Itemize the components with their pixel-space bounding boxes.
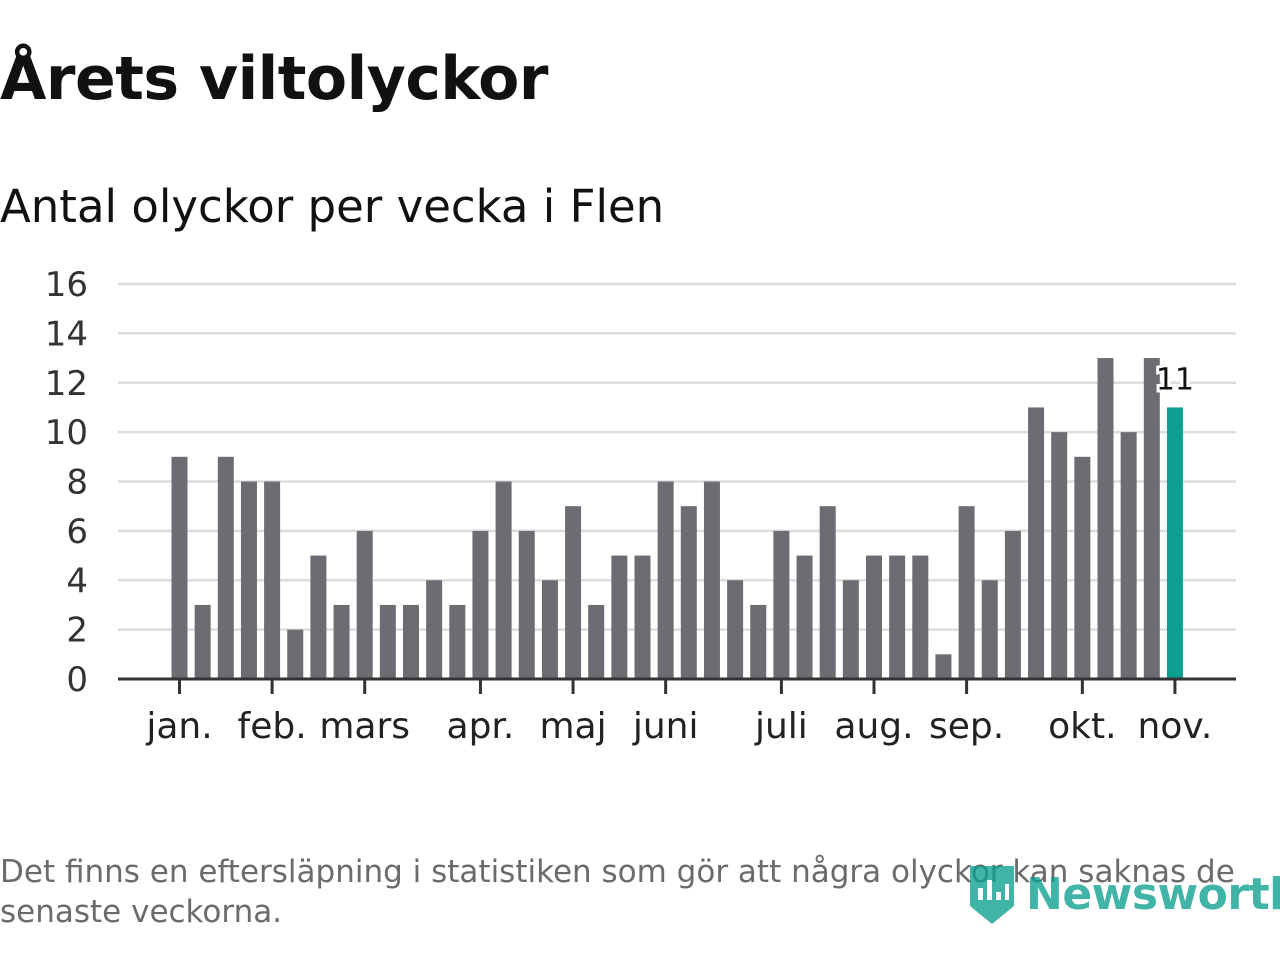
x-tick-label: feb.: [238, 706, 307, 747]
bar: [1074, 456, 1091, 679]
bar: [680, 506, 697, 679]
x-tick-label: jan.: [145, 706, 212, 747]
x-tick-label: okt.: [1048, 706, 1116, 747]
bar: [310, 555, 327, 679]
y-tick-label: 12: [45, 364, 88, 404]
logo-text: Newsworthy: [1026, 868, 1280, 920]
bar: [935, 654, 952, 679]
chart-title: Årets viltolyckor: [0, 44, 549, 114]
bar: [1143, 358, 1160, 679]
x-tick-label: juli: [754, 706, 808, 747]
bar: [264, 481, 281, 679]
bar: [981, 580, 998, 679]
y-axis-ticks: 0 2 4 6 8 10 12 14 16: [45, 265, 88, 700]
bar: [217, 456, 234, 679]
bar: [194, 604, 211, 679]
bar: [565, 506, 582, 679]
bar: [449, 604, 466, 679]
newsworthy-logo: Newsworthy: [966, 862, 1280, 926]
bar: [240, 481, 257, 679]
x-tick-label: nov.: [1138, 706, 1213, 747]
bar: [426, 580, 443, 679]
grid-lines: [118, 282, 1236, 631]
bar: [703, 481, 720, 679]
bar: [611, 555, 628, 679]
bar: [912, 555, 929, 679]
bar-chart: 0 2 4 6 8 10 12 14 16 jan. feb. mars apr. maj juni jul…: [45, 265, 1236, 747]
x-tick-label: mars: [319, 706, 410, 747]
bar: [1097, 358, 1114, 679]
bar: [796, 555, 813, 679]
bar: [657, 481, 674, 679]
y-tick-label: 16: [45, 265, 88, 305]
bar: [842, 580, 859, 679]
bar: [588, 604, 605, 679]
bar: [333, 604, 350, 679]
x-tick-label: juni: [632, 706, 699, 747]
bars: [171, 358, 1183, 679]
y-tick-label: 0: [66, 660, 88, 700]
bar: [819, 506, 836, 679]
bar: [889, 555, 906, 679]
bar: [1120, 432, 1137, 679]
bar: [1028, 407, 1045, 679]
bar-chart-pin-icon: [970, 866, 1014, 924]
x-tick-label: sep.: [929, 706, 1004, 747]
bar: [958, 506, 975, 679]
last-value-label: 11: [1156, 362, 1194, 397]
x-axis: [118, 677, 1236, 694]
bar: [472, 530, 489, 679]
bar: [379, 604, 396, 679]
x-axis-month-labels: jan. feb. mars apr. maj juni juli aug. sep. okt. n…: [145, 706, 1212, 747]
bar: [634, 555, 651, 679]
footnote: Det finns en eftersläpning i statistiken…: [0, 854, 1235, 930]
bar: [495, 481, 512, 679]
chart-subtitle: Antal olyckor per vecka i Flen: [0, 180, 665, 233]
bar: [727, 580, 744, 679]
bar: [541, 580, 558, 679]
y-tick-label: 6: [66, 512, 88, 552]
bar: [1166, 407, 1183, 679]
y-tick-label: 10: [45, 413, 88, 453]
x-tick-label: aug.: [834, 706, 913, 747]
bar: [356, 530, 373, 679]
bar: [403, 604, 419, 679]
bar: [1004, 530, 1021, 679]
bar: [1051, 432, 1068, 679]
bar: [171, 456, 188, 679]
y-tick-label: 4: [66, 561, 88, 601]
bar: [866, 555, 882, 679]
bar: [287, 629, 304, 679]
x-tick-label: maj: [539, 706, 606, 747]
x-tick-label: apr.: [447, 706, 515, 747]
bar: [773, 530, 790, 679]
bar: [750, 604, 767, 679]
y-tick-label: 14: [45, 314, 88, 354]
y-tick-label: 2: [66, 611, 88, 651]
y-tick-label: 8: [66, 463, 88, 503]
bar: [518, 530, 535, 679]
